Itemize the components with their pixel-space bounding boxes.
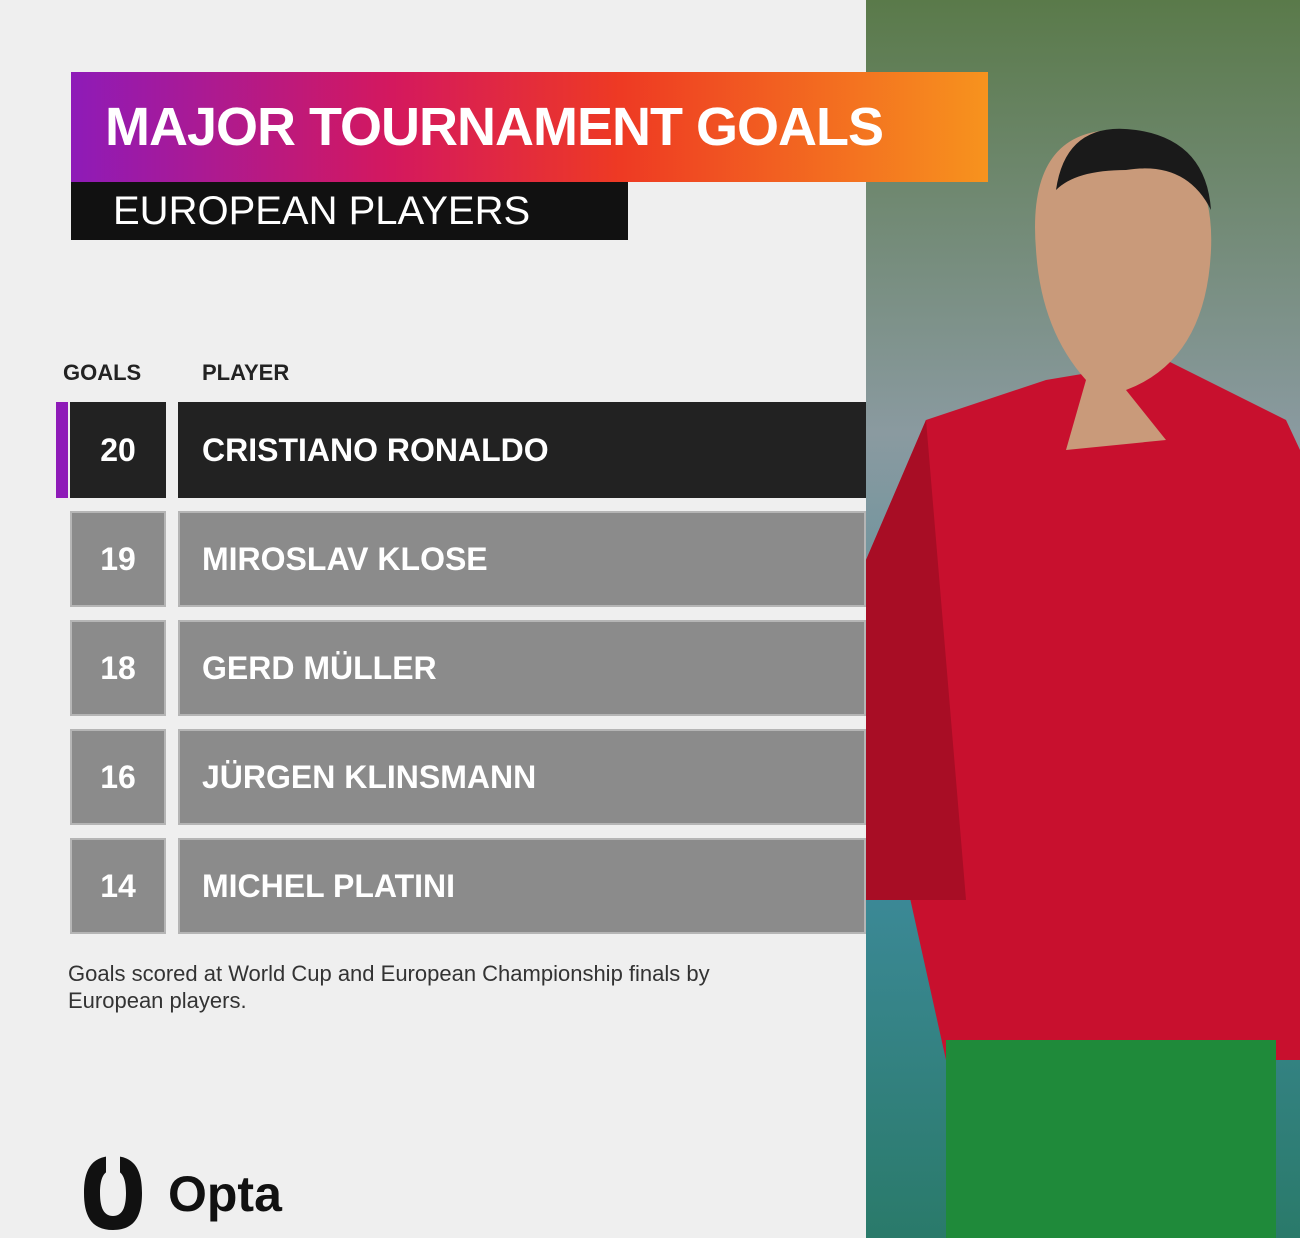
title-banner: MAJOR TOURNAMENT GOALS: [71, 72, 988, 182]
goals-cell: 16: [70, 729, 166, 825]
brand-name: Opta: [168, 1166, 282, 1222]
highlight-accent: [56, 402, 68, 498]
goals-cell: 20: [70, 402, 166, 498]
goals-cell: 18: [70, 620, 166, 716]
player-cell: JÜRGEN KLINSMANN: [178, 729, 866, 825]
player-cell: MICHEL PLATINI: [178, 838, 866, 934]
player-cell: MIROSLAV KLOSE: [178, 511, 866, 607]
subtitle-banner: EUROPEAN PLAYERS: [71, 182, 628, 240]
player-photo: [866, 0, 1300, 1238]
goals-cell: 14: [70, 838, 166, 934]
goals-cell: 19: [70, 511, 166, 607]
column-header: GOALS: [63, 360, 142, 385]
footnote: Goals scored at World Cup and European C…: [68, 961, 710, 1013]
player-cell: CRISTIANO RONALDO: [178, 402, 866, 498]
brand-logo: [84, 1152, 142, 1230]
player-cell: GERD MÜLLER: [178, 620, 866, 716]
column-header: PLAYER: [202, 360, 290, 385]
